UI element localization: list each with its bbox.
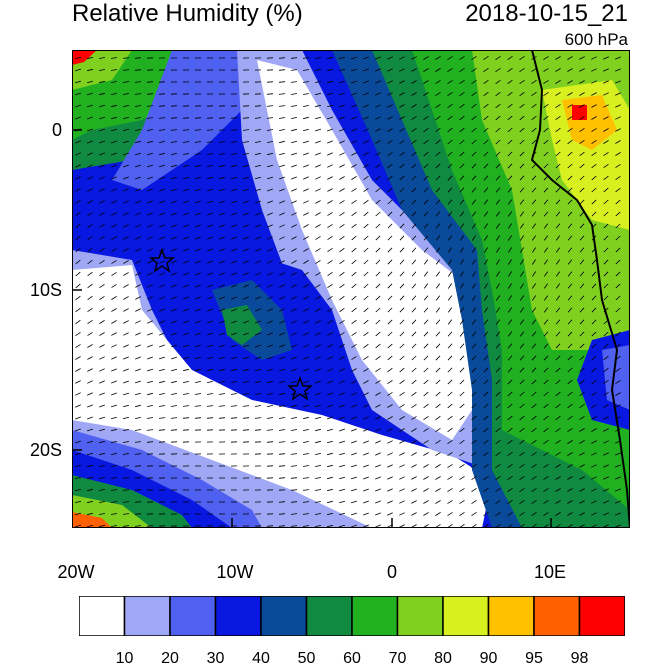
colorbar-swatch [169,595,217,637]
colorbar-label: 10 [115,650,134,667]
colorbar-swatch [260,595,308,637]
star-marker[interactable] [286,375,314,401]
colorbar-swatch [396,595,444,637]
contour-10 [72,265,492,528]
lon-label: 10E [533,562,567,582]
colorbar-label: 30 [206,650,225,667]
colorbar-swatch [442,595,490,637]
contour-95 [72,512,112,528]
star-marker[interactable] [148,247,176,273]
map-title: Relative Humidity (%) [72,0,303,27]
colorbar-swatches [78,595,626,637]
colorbar-swatch [351,595,399,637]
lon-label: 20W [57,562,95,582]
lon-label: 10W [216,562,254,582]
pressure-level: 600 hPa [564,30,628,49]
wind-vectors [74,55,621,528]
colorbar-label: 95 [525,650,543,667]
lat-label: 10S [29,280,62,300]
colorbar-swatch [305,595,353,637]
colorbar-swatch [578,595,626,637]
colorbar-label: 40 [252,650,270,667]
humidity-map [71,49,631,529]
colorbar-label: 70 [388,650,407,667]
colorbar-label: 98 [570,650,589,667]
lat-label: 20S [29,440,62,460]
map-datetime: 2018-10-15_21 [465,0,628,27]
contour-98 [572,105,587,120]
axis-ticks [71,129,552,528]
contour-98 [72,50,97,65]
colorbar-swatch [487,595,535,637]
colorbar-label: 60 [343,650,361,667]
colorbar-swatch [533,595,581,637]
colorbar [78,595,626,637]
colorbar-label: 50 [297,650,316,667]
colorbar-label: 80 [434,650,452,667]
contour-30 [602,345,630,410]
colorbar-swatch [214,595,262,637]
contour-10 [257,60,472,440]
map-panel[interactable] [71,49,631,529]
colorbar-label: 20 [161,650,179,667]
colorbar-swatch [123,595,171,637]
lon-label: 0 [386,562,397,582]
coastline [530,50,630,528]
colorbar-swatch [78,595,126,637]
colorbar-label: 90 [479,650,498,667]
lat-label: 0 [51,120,62,140]
